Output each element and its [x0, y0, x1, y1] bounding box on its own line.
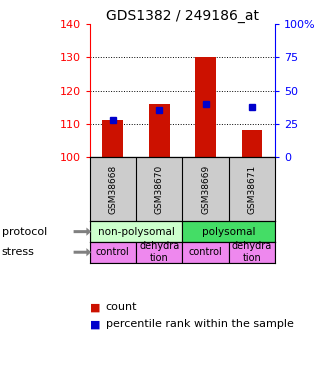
Text: control: control [189, 247, 222, 257]
Text: GSM38668: GSM38668 [108, 164, 117, 214]
Bar [195, 57, 216, 157]
Bar [90, 221, 182, 242]
Bar [229, 242, 275, 262]
Text: GSM38669: GSM38669 [201, 164, 210, 214]
Bar [242, 130, 262, 157]
Text: non-polysomal: non-polysomal [98, 226, 174, 237]
Text: control: control [96, 247, 130, 257]
Bar [182, 221, 275, 242]
Text: count: count [106, 303, 137, 312]
Text: polysomal: polysomal [202, 226, 256, 237]
Title: GDS1382 / 249186_at: GDS1382 / 249186_at [106, 9, 259, 23]
Bar [90, 242, 136, 262]
Text: GSM38670: GSM38670 [155, 164, 164, 214]
Bar [182, 242, 229, 262]
Text: ■: ■ [90, 320, 100, 329]
Bar [136, 242, 182, 262]
Text: protocol: protocol [2, 226, 47, 237]
Text: ■: ■ [90, 303, 100, 312]
Text: percentile rank within the sample: percentile rank within the sample [106, 320, 293, 329]
Text: dehydra
tion: dehydra tion [232, 242, 272, 263]
Text: GSM38671: GSM38671 [247, 164, 257, 214]
Text: dehydra
tion: dehydra tion [139, 242, 179, 263]
Text: stress: stress [2, 247, 35, 257]
Bar [149, 104, 170, 157]
Bar [102, 120, 123, 157]
